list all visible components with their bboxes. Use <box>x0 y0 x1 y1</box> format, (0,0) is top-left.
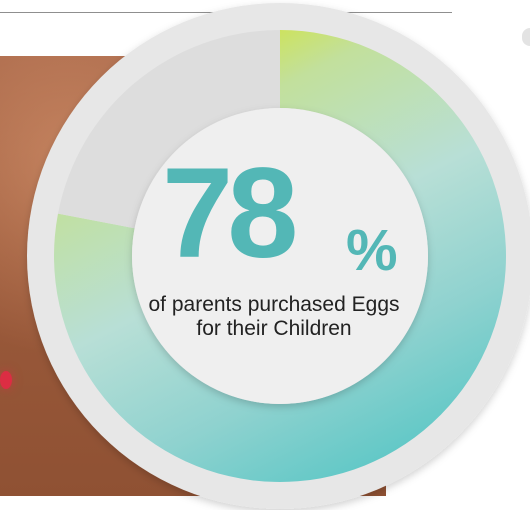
right-edge-marker <box>522 28 530 46</box>
chart-caption: of parents purchased Eggs for their Chil… <box>148 293 400 340</box>
inner-disc <box>132 108 428 404</box>
slice-layer <box>54 30 506 482</box>
red-glow-accent <box>0 371 12 389</box>
big-percentage-value: 78 <box>162 142 298 285</box>
percent-symbol: % <box>346 218 398 283</box>
chart-slice-value <box>54 30 506 482</box>
chart-slice-remainder <box>58 30 280 229</box>
center-text: 78 % of parents purchased Eggs for their… <box>128 150 428 370</box>
